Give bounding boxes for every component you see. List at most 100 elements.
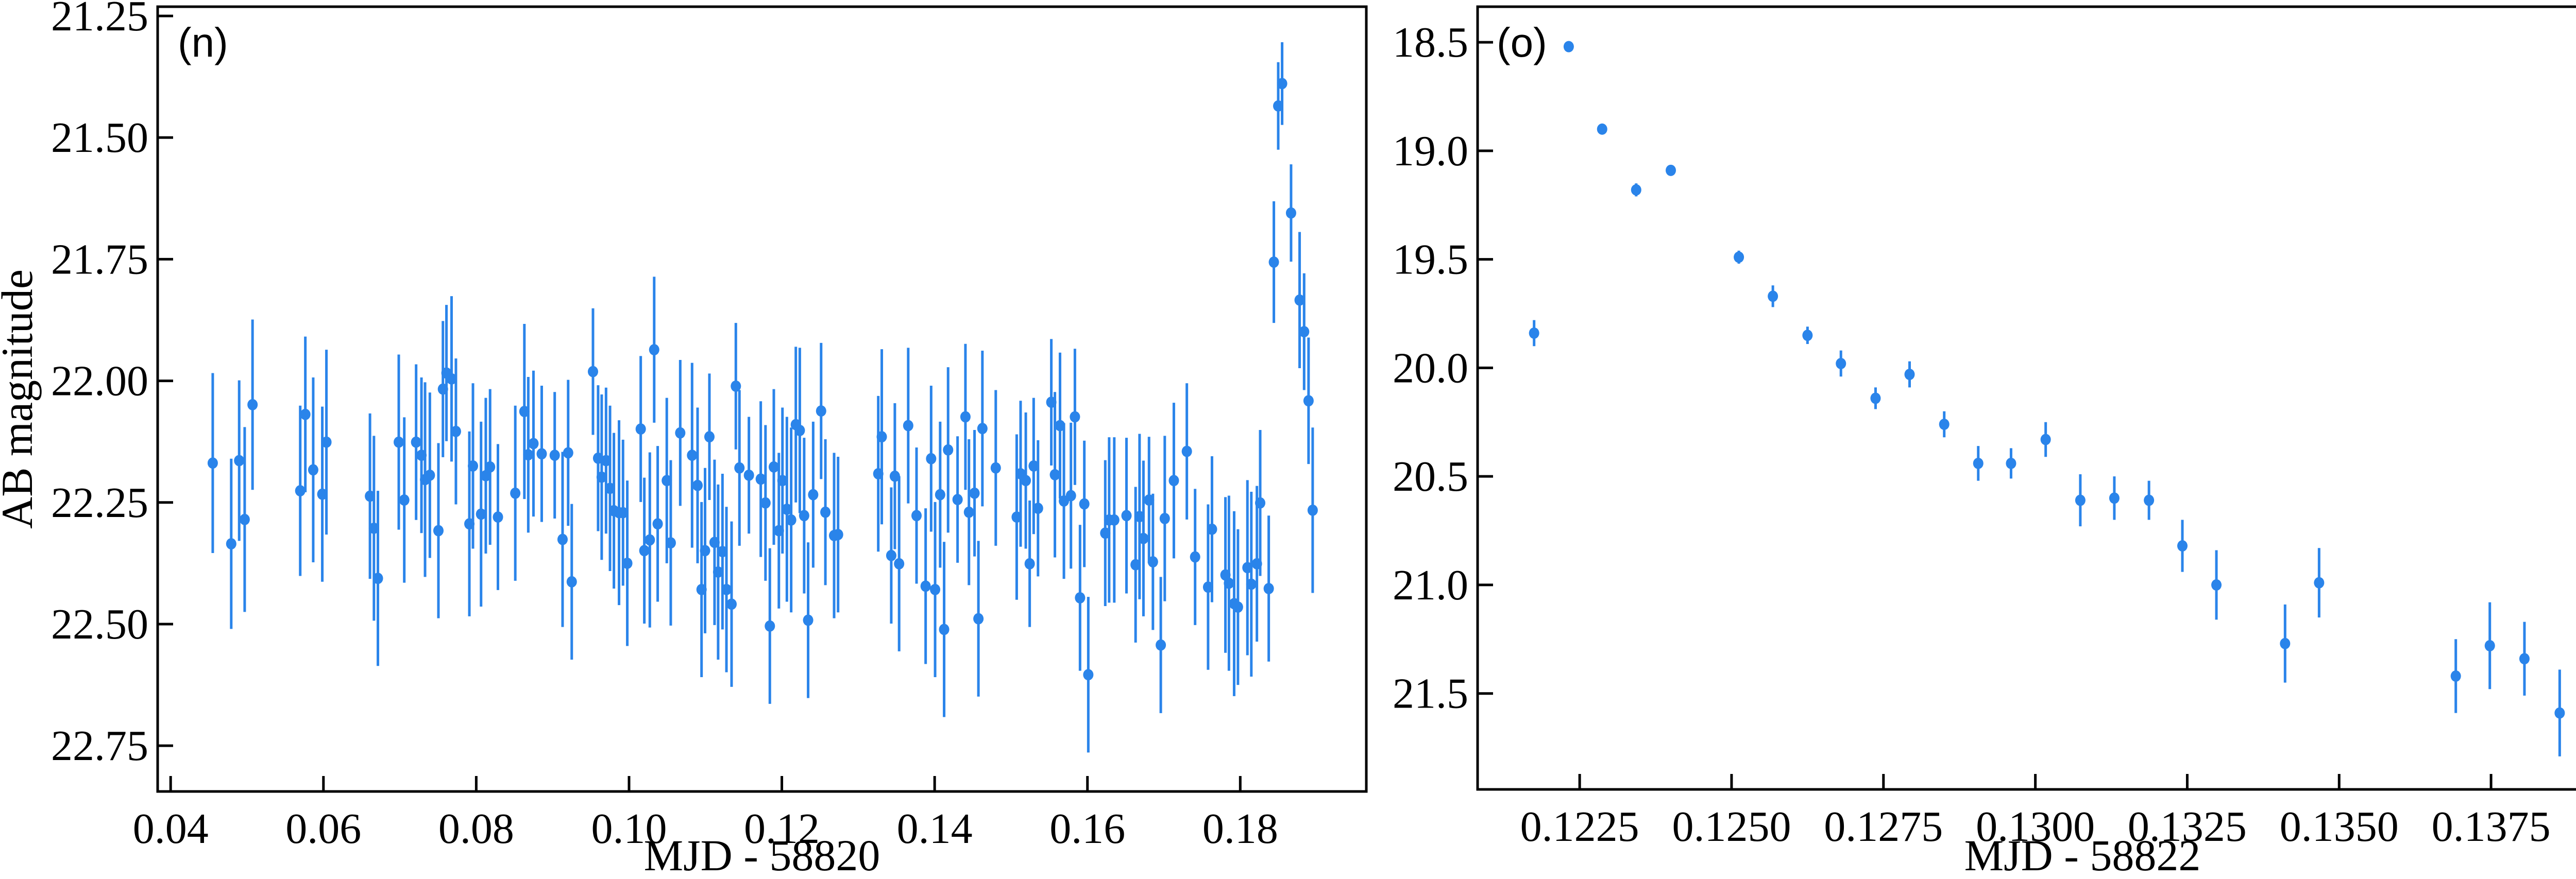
y-tick-label: 21.25 [51, 0, 148, 40]
data-point [295, 405, 306, 576]
marker [368, 522, 379, 534]
panel-label: (o) [1497, 20, 1547, 65]
marker [2006, 457, 2016, 469]
data-point [1242, 480, 1253, 656]
marker [596, 471, 607, 483]
marker [2144, 494, 2155, 506]
marker [1277, 78, 1287, 90]
marker [635, 423, 646, 435]
plot-frame [156, 5, 1368, 793]
marker [1024, 558, 1035, 570]
x-axis-title: MJD - 58820 [644, 831, 880, 879]
y-tick-label: 21.0 [1393, 561, 1468, 609]
data-point [425, 392, 435, 558]
data-point [1836, 350, 1846, 377]
marker [1768, 290, 1778, 302]
data-point [1130, 487, 1141, 643]
data-point [308, 377, 318, 562]
marker [476, 508, 486, 520]
data-point [1075, 525, 1086, 671]
marker [528, 438, 539, 450]
marker [295, 485, 306, 497]
marker [1273, 100, 1284, 112]
data-point [662, 398, 672, 563]
marker [1138, 532, 1149, 544]
marker [939, 624, 950, 635]
marker [468, 460, 479, 472]
marker [990, 462, 1001, 474]
marker [1299, 326, 1310, 338]
panel-label: (n) [178, 20, 228, 65]
marker [1156, 639, 1166, 651]
marker [2177, 540, 2188, 552]
marker [652, 518, 663, 530]
data-point [920, 508, 931, 664]
marker [2075, 494, 2086, 506]
marker [411, 436, 421, 448]
data-point [1049, 392, 1060, 558]
data-point [652, 446, 663, 602]
marker [1836, 357, 1846, 369]
marker [622, 557, 633, 569]
data-point [1299, 273, 1310, 390]
marker [365, 490, 376, 502]
data-point [960, 343, 971, 490]
marker [889, 470, 900, 482]
data-point [2484, 602, 2495, 690]
marker [1159, 512, 1170, 524]
marker [1631, 184, 1641, 196]
data-point [1021, 412, 1031, 549]
x-tick-label: 0.1325 [2128, 803, 2247, 851]
data-point [1190, 489, 1200, 625]
marker [1870, 392, 1881, 404]
data-point [645, 452, 655, 628]
marker [510, 487, 521, 499]
marker [894, 558, 905, 570]
data-point [1070, 349, 1080, 485]
data-point [476, 421, 486, 607]
marker [665, 537, 676, 549]
data-point [833, 456, 843, 613]
data-point [1870, 387, 1881, 409]
data-point [1768, 285, 1778, 307]
marker [1032, 503, 1043, 514]
data-point [2109, 476, 2120, 520]
data-point [963, 439, 974, 585]
data-point [943, 367, 954, 533]
marker [1597, 123, 1607, 135]
data-point [1055, 352, 1065, 499]
marker [799, 510, 809, 522]
marker [973, 613, 984, 625]
marker [493, 511, 503, 523]
marker [239, 513, 250, 525]
data-point [704, 373, 715, 501]
data-point [563, 380, 573, 526]
data-point [485, 389, 496, 545]
marker [755, 473, 766, 485]
data-point [973, 541, 984, 697]
data-point [2554, 669, 2565, 756]
marker [1294, 294, 1305, 306]
x-tick-label: 0.10 [591, 805, 667, 853]
marker [943, 444, 954, 456]
marker [1307, 504, 1318, 516]
data-point [1268, 201, 1279, 323]
marker [2314, 577, 2325, 589]
marker [536, 448, 547, 460]
data-point [782, 417, 792, 602]
data-point [803, 542, 814, 698]
marker [601, 455, 612, 467]
data-point [1734, 250, 1744, 264]
marker [2211, 579, 2222, 591]
data-point [239, 427, 250, 612]
y-tick-label: 20.5 [1393, 453, 1468, 501]
data-point [926, 386, 937, 532]
marker [803, 614, 814, 626]
data-point [1973, 446, 1984, 481]
marker [1202, 581, 1213, 593]
marker [876, 431, 887, 443]
data-point [1563, 41, 1574, 53]
marker [743, 469, 754, 481]
marker [563, 447, 573, 459]
data-point [1666, 164, 1676, 176]
